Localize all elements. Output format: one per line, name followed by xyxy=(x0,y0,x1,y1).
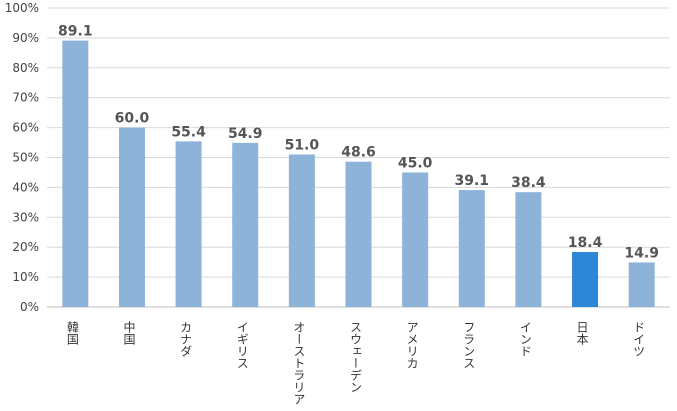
y-tick-label: 90% xyxy=(12,31,39,45)
y-tick-label: 30% xyxy=(12,210,39,224)
y-tick-label: 60% xyxy=(12,121,39,135)
bar xyxy=(288,154,315,307)
category-label: 日本 xyxy=(575,321,589,346)
data-label: 45.0 xyxy=(398,155,433,171)
y-tick-label: 100% xyxy=(5,1,39,15)
y-tick-label: 50% xyxy=(12,151,39,165)
data-label: 60.0 xyxy=(115,111,150,127)
y-tick-label: 80% xyxy=(12,61,39,75)
bar xyxy=(572,251,599,307)
data-label: 38.4 xyxy=(511,175,546,191)
y-tick-label: 0% xyxy=(20,300,39,314)
category-label: イギリス xyxy=(235,321,249,369)
y-tick-label: 40% xyxy=(12,180,39,194)
data-label: 14.9 xyxy=(624,245,659,261)
data-label: 48.6 xyxy=(341,145,376,161)
bar xyxy=(62,40,89,307)
category-label: インド xyxy=(518,321,532,357)
category-label: オーストラリア xyxy=(292,321,306,405)
bar xyxy=(458,190,485,307)
category-label: ドイツ xyxy=(632,321,646,357)
data-label: 18.4 xyxy=(568,235,603,251)
bar xyxy=(118,127,145,307)
data-label: 39.1 xyxy=(454,173,489,189)
data-label: 55.4 xyxy=(171,124,206,140)
bar xyxy=(628,262,655,307)
bar xyxy=(175,141,202,307)
data-label: 89.1 xyxy=(58,24,93,40)
data-label: 54.9 xyxy=(228,126,263,142)
y-tick-label: 10% xyxy=(12,270,39,284)
category-label: 韓国 xyxy=(65,321,79,345)
data-label: 51.0 xyxy=(285,138,320,154)
category-label: スウェーデン xyxy=(349,321,363,393)
bar xyxy=(515,192,542,307)
y-tick-label: 70% xyxy=(12,91,39,105)
category-label: 中国 xyxy=(122,320,136,345)
bar xyxy=(402,172,429,307)
bar xyxy=(345,161,372,307)
category-label: アメリカ xyxy=(405,321,419,369)
category-label: カナダ xyxy=(179,321,193,357)
y-tick-label: 20% xyxy=(12,240,39,254)
bar xyxy=(232,142,259,307)
category-label: フランス xyxy=(462,321,476,369)
